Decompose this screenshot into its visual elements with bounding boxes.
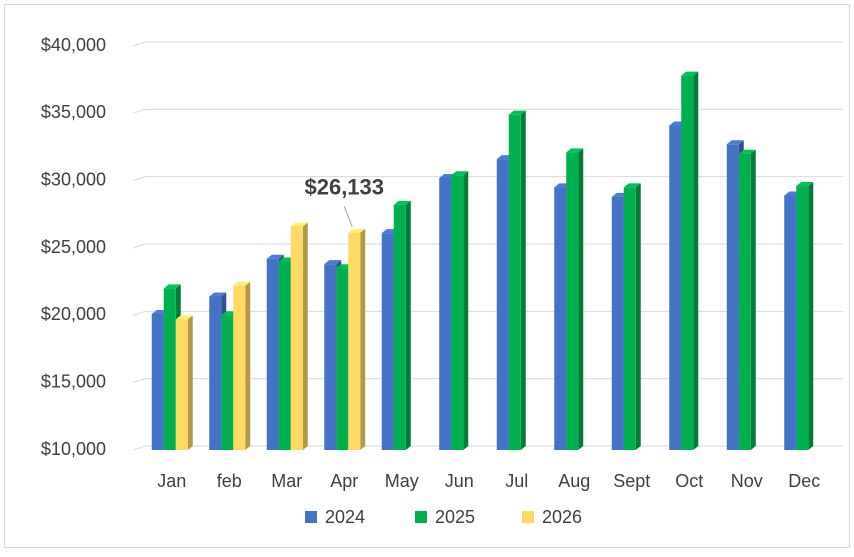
y-tick-label: $20,000 (41, 304, 106, 324)
bar (324, 264, 337, 450)
bar-top (623, 183, 641, 188)
bar (290, 226, 303, 450)
bar-side (302, 222, 308, 450)
bar-side (245, 281, 251, 450)
bar-top (163, 284, 181, 289)
bar-side (808, 182, 814, 450)
grid-line (132, 243, 843, 249)
x-tick-label: Oct (675, 471, 703, 491)
bar-top (209, 292, 227, 297)
grid-line (132, 445, 843, 451)
legend-swatch (522, 511, 534, 523)
grid-line (132, 41, 843, 47)
y-tick-label: $35,000 (41, 102, 106, 122)
bar-top (324, 260, 342, 265)
bar-top (393, 200, 411, 205)
x-tick-label: Jun (445, 471, 474, 491)
x-tick-label: Mar (271, 471, 302, 491)
legend-label: 2026 (542, 507, 582, 527)
bar-top (738, 149, 756, 154)
bar (738, 153, 751, 450)
grid-line (132, 378, 843, 384)
bar (611, 196, 624, 450)
x-tick-label: Jan (157, 471, 186, 491)
bar (439, 177, 452, 450)
bar-top (348, 228, 366, 233)
bar (393, 204, 406, 450)
x-tick-label: Sept (613, 471, 650, 491)
bar-top (508, 110, 526, 115)
bar (669, 125, 682, 450)
bar (681, 75, 694, 451)
x-tick-label: Dec (788, 471, 820, 491)
bar (233, 285, 246, 450)
bar (726, 144, 739, 450)
bar-side (578, 148, 584, 451)
legend-label: 2025 (435, 507, 475, 527)
bar (381, 233, 394, 450)
x-tick-label: Apr (330, 471, 358, 491)
y-tick-label: $30,000 (41, 169, 106, 189)
bar (623, 187, 636, 450)
bar-side (187, 315, 193, 450)
bar (496, 159, 509, 450)
y-tick-label: $25,000 (41, 237, 106, 257)
y-tick-label: $15,000 (41, 371, 106, 391)
bar-side (635, 183, 641, 450)
bar-side (360, 228, 366, 450)
grid-line (132, 176, 843, 182)
bar (784, 195, 797, 450)
bar-side (405, 200, 411, 450)
bar-top (290, 222, 308, 227)
bar-top (266, 254, 284, 259)
label-leader (343, 206, 353, 227)
bar (209, 296, 222, 450)
bar-top (451, 171, 469, 176)
bar (151, 313, 164, 450)
chart-border (4, 4, 850, 548)
bar-top (233, 281, 251, 286)
bar (566, 152, 579, 451)
data-label: $26,133 (304, 175, 384, 200)
bar (175, 319, 188, 450)
y-tick-label: $40,000 (41, 35, 106, 55)
x-tick-label: Nov (731, 471, 763, 491)
bar (163, 288, 176, 450)
y-tick-label: $10,000 (41, 439, 106, 459)
x-tick-label: Jul (505, 471, 528, 491)
bar-side (750, 149, 756, 450)
grid-line (132, 108, 843, 114)
bar-side (520, 110, 526, 451)
x-tick-label: feb (217, 471, 242, 491)
bar-side (693, 71, 699, 451)
x-tick-label: May (385, 471, 419, 491)
bar (554, 187, 567, 450)
bar-top (566, 148, 584, 153)
legend-swatch (305, 511, 317, 523)
bar (796, 186, 809, 450)
bar (508, 114, 521, 451)
bar (266, 258, 279, 450)
bar-side (463, 171, 469, 450)
bar-top (175, 315, 193, 320)
bar (278, 261, 291, 450)
bar-top (796, 182, 814, 187)
grid-line (132, 310, 843, 316)
bar (451, 175, 464, 450)
legend-label: 2024 (325, 507, 365, 527)
bar-top (726, 140, 744, 145)
legend-swatch (415, 511, 427, 523)
bar (221, 315, 234, 450)
x-tick-label: Aug (558, 471, 590, 491)
bar (336, 268, 349, 450)
bar (348, 232, 361, 450)
bar-top (681, 71, 699, 76)
